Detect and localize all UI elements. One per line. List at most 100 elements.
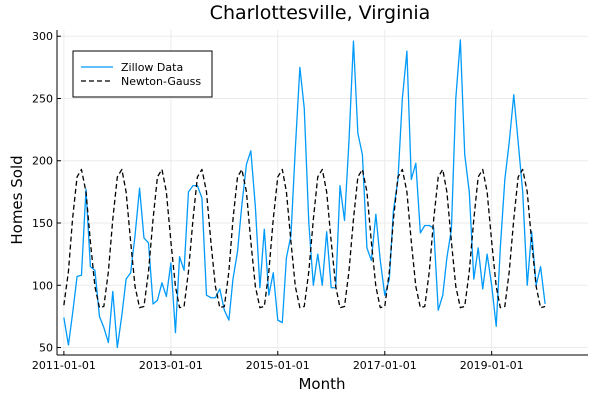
data-point-newton-gauss — [188, 271, 189, 272]
series-line-newton-gauss — [63, 168, 546, 309]
data-point-newton-gauss — [94, 286, 95, 287]
data-point-newton-gauss — [397, 176, 398, 177]
data-point-newton-gauss — [201, 169, 202, 170]
data-point-zillow-data — [139, 188, 140, 189]
data-point-zillow-data — [331, 287, 332, 288]
x-tick-label: 2017-01-01 — [353, 359, 417, 372]
data-point-zillow-data — [366, 247, 367, 248]
data-point-newton-gauss — [161, 169, 162, 170]
data-point-zillow-data — [192, 185, 193, 186]
data-point-newton-gauss — [304, 306, 305, 307]
data-point-zillow-data — [317, 254, 318, 255]
data-point-zillow-data — [424, 225, 425, 226]
axis-layer — [56, 30, 588, 356]
y-tick-label: 150 — [32, 217, 53, 230]
data-point-newton-gauss — [166, 191, 167, 192]
y-tick-label: 300 — [32, 30, 53, 43]
data-point-zillow-data — [273, 272, 274, 273]
data-point-zillow-data — [299, 67, 300, 68]
data-point-zillow-data — [232, 278, 233, 279]
data-point-newton-gauss — [384, 306, 385, 307]
data-point-newton-gauss — [455, 286, 456, 287]
data-point-newton-gauss — [224, 306, 225, 307]
data-point-newton-gauss — [415, 286, 416, 287]
data-point-zillow-data — [478, 247, 479, 248]
data-point-newton-gauss — [500, 307, 501, 308]
data-point-zillow-data — [81, 275, 82, 276]
data-point-newton-gauss — [406, 191, 407, 192]
data-point-zillow-data — [161, 282, 162, 283]
data-point-zillow-data — [513, 94, 514, 95]
data-point-zillow-data — [175, 332, 176, 333]
data-point-newton-gauss — [482, 169, 483, 170]
data-point-newton-gauss — [103, 306, 104, 307]
data-point-newton-gauss — [170, 241, 171, 242]
x-tick-label: 2011-01-01 — [32, 359, 96, 372]
data-point-newton-gauss — [478, 176, 479, 177]
data-point-zillow-data — [282, 322, 283, 323]
x-axis-title: Month — [298, 375, 345, 393]
data-point-newton-gauss — [206, 191, 207, 192]
data-point-zillow-data — [429, 225, 430, 226]
data-point-newton-gauss — [246, 191, 247, 192]
data-point-newton-gauss — [290, 241, 291, 242]
data-point-newton-gauss — [192, 219, 193, 220]
legend-label-zillow-data: Zillow Data — [121, 61, 183, 74]
data-point-newton-gauss — [286, 191, 287, 192]
data-point-zillow-data — [134, 235, 135, 236]
data-point-zillow-data — [68, 344, 69, 345]
data-point-zillow-data — [143, 237, 144, 238]
data-point-newton-gauss — [393, 219, 394, 220]
data-point-zillow-data — [509, 141, 510, 142]
data-point-zillow-data — [527, 285, 528, 286]
data-point-newton-gauss — [438, 176, 439, 177]
data-point-zillow-data — [371, 260, 372, 261]
data-point-zillow-data — [246, 164, 247, 165]
data-point-zillow-data — [72, 313, 73, 314]
series-line-zillow-data — [63, 39, 546, 349]
data-point-zillow-data — [487, 254, 488, 255]
data-point-newton-gauss — [545, 306, 546, 307]
data-point-newton-gauss — [121, 169, 122, 170]
data-point-zillow-data — [473, 278, 474, 279]
data-point-newton-gauss — [99, 307, 100, 308]
y-tick-label: 50 — [39, 342, 53, 355]
data-point-newton-gauss — [81, 169, 82, 170]
data-point-zillow-data — [500, 247, 501, 248]
data-point-zillow-data — [286, 257, 287, 258]
data-point-newton-gauss — [112, 219, 113, 220]
data-point-newton-gauss — [237, 176, 238, 177]
data-point-zillow-data — [455, 98, 456, 99]
data-point-newton-gauss — [183, 306, 184, 307]
data-point-zillow-data — [326, 231, 327, 232]
data-point-zillow-data — [219, 288, 220, 289]
data-point-zillow-data — [148, 242, 149, 243]
data-point-newton-gauss — [420, 307, 421, 308]
data-point-zillow-data — [540, 266, 541, 267]
data-point-newton-gauss — [509, 271, 510, 272]
data-point-newton-gauss — [496, 286, 497, 287]
data-point-zillow-data — [210, 297, 211, 298]
data-point-zillow-data — [496, 326, 497, 327]
data-point-zillow-data — [63, 317, 64, 318]
data-point-newton-gauss — [464, 306, 465, 307]
data-point-newton-gauss — [522, 169, 523, 170]
data-point-zillow-data — [90, 266, 91, 267]
y-tick-label: 250 — [32, 92, 53, 105]
data-point-zillow-data — [179, 256, 180, 257]
data-point-newton-gauss — [317, 176, 318, 177]
data-point-zillow-data — [228, 320, 229, 321]
data-point-zillow-data — [344, 220, 345, 221]
data-point-newton-gauss — [357, 176, 358, 177]
data-point-newton-gauss — [295, 286, 296, 287]
data-point-zillow-data — [166, 296, 167, 297]
data-point-newton-gauss — [429, 271, 430, 272]
data-point-newton-gauss — [380, 307, 381, 308]
data-point-newton-gauss — [313, 219, 314, 220]
data-point-newton-gauss — [344, 306, 345, 307]
data-point-newton-gauss — [130, 241, 131, 242]
data-point-zillow-data — [237, 251, 238, 252]
data-point-zillow-data — [76, 276, 77, 277]
data-point-newton-gauss — [424, 306, 425, 307]
data-point-newton-gauss — [175, 286, 176, 287]
